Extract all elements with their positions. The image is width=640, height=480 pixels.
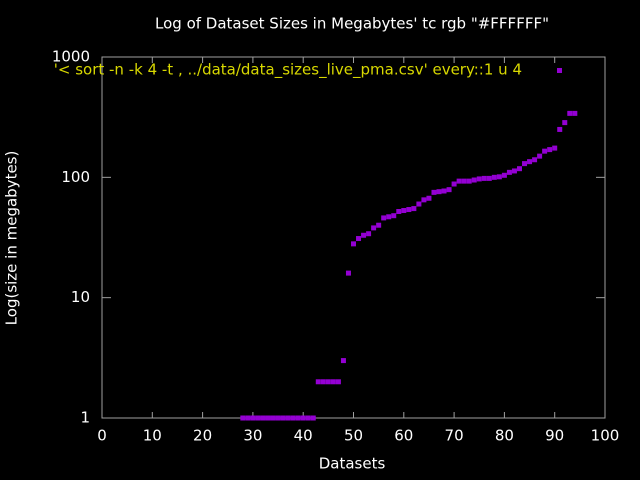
point (446, 187, 452, 193)
y-tick-label: 10 (71, 288, 90, 306)
x-tick-label: 60 (394, 427, 413, 445)
point (381, 215, 387, 221)
point (270, 415, 276, 421)
x-tick-label: 10 (143, 427, 162, 445)
point (411, 206, 417, 212)
x-tick-label: 70 (445, 427, 464, 445)
point (345, 270, 351, 276)
legend-label: '< sort -n -k 4 -t , ../data/data_sizes_… (54, 61, 522, 80)
x-tick-label: 90 (545, 427, 564, 445)
point (315, 379, 321, 385)
point (391, 213, 397, 219)
point (552, 145, 558, 151)
point (356, 236, 362, 242)
point (310, 415, 316, 421)
point (436, 189, 442, 195)
y-axis-label: Log(size in megabytes) (3, 151, 21, 326)
point (396, 209, 402, 215)
x-tick-label: 0 (97, 427, 107, 445)
y-tick-label: 1 (80, 409, 90, 427)
x-tick-label: 30 (243, 427, 262, 445)
point (557, 126, 563, 132)
point (466, 178, 472, 184)
point (486, 175, 492, 181)
point (456, 178, 462, 184)
point (290, 415, 296, 421)
point (340, 358, 346, 364)
point (567, 110, 573, 116)
point (421, 197, 427, 203)
x-tick-label: 20 (193, 427, 212, 445)
point (527, 159, 533, 165)
point (572, 110, 578, 116)
point (516, 166, 522, 172)
point (295, 415, 301, 421)
point (275, 415, 281, 421)
point (320, 379, 326, 385)
x-axis-label: Datasets (319, 455, 386, 473)
point (532, 157, 538, 163)
point (386, 214, 392, 220)
point (481, 175, 487, 181)
point (335, 379, 341, 385)
point (547, 147, 553, 153)
point (522, 161, 528, 167)
point (441, 188, 447, 194)
point (376, 222, 382, 228)
point (501, 172, 507, 178)
point (285, 415, 291, 421)
x-tick-label: 80 (495, 427, 514, 445)
point (537, 153, 543, 159)
legend-marker (557, 68, 562, 73)
point (305, 415, 311, 421)
x-tick-label: 50 (344, 427, 363, 445)
point (351, 241, 356, 247)
point (401, 208, 407, 214)
point (366, 231, 372, 237)
point (406, 207, 412, 213)
point (491, 174, 497, 180)
point (361, 232, 367, 238)
point (371, 225, 377, 231)
x-tick-label: 100 (591, 427, 620, 445)
y-tick-label: 1000 (52, 48, 90, 66)
x-tick-label: 40 (294, 427, 313, 445)
y-tick-label: 100 (61, 168, 90, 186)
point (471, 177, 477, 183)
chart-title: Log of Dataset Sizes in Megabytes' tc rg… (155, 15, 549, 33)
point (245, 415, 251, 421)
point (250, 415, 256, 421)
point (280, 415, 286, 421)
point (542, 148, 548, 154)
point (506, 169, 512, 175)
point (300, 415, 306, 421)
point (426, 195, 432, 201)
point (511, 168, 517, 174)
point (431, 189, 437, 195)
point (325, 379, 331, 385)
point (461, 178, 467, 184)
point (255, 415, 261, 421)
point (416, 201, 422, 207)
point (496, 174, 502, 180)
point (562, 120, 568, 126)
point (330, 379, 336, 385)
point (260, 415, 266, 421)
point (240, 415, 246, 421)
point (476, 176, 482, 182)
point (265, 415, 271, 421)
point (451, 181, 457, 187)
